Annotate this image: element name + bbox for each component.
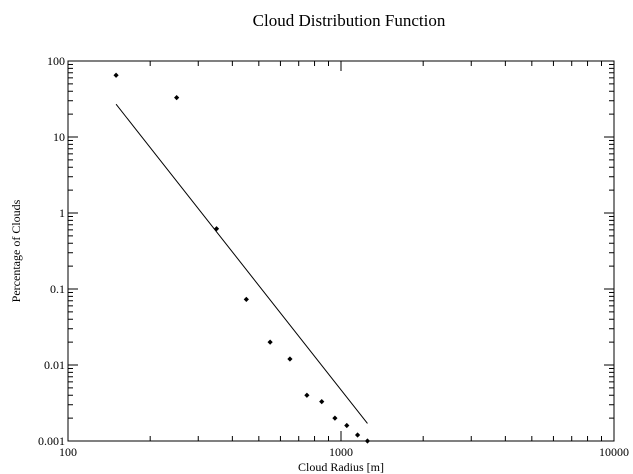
- y-tick-label: 0.001: [38, 434, 65, 448]
- data-point: [174, 94, 180, 101]
- series-layer: [113, 72, 371, 444]
- x-axis-label: Cloud Radius [m]: [298, 460, 384, 474]
- data-point: [344, 422, 350, 429]
- y-tick-labels: 0.001 0.01 0.1 1 10 100: [38, 54, 65, 448]
- plot-frame: [67, 60, 615, 442]
- y-tick-label: 0.1: [50, 282, 65, 296]
- data-point: [319, 398, 325, 405]
- data-point: [364, 438, 371, 444]
- x-tick-label: 10000: [599, 445, 629, 459]
- data-point: [287, 356, 293, 362]
- major-ticks: [67, 60, 615, 442]
- y-axis-label: Percentage of Clouds: [9, 199, 23, 302]
- chart-title: Cloud Distribution Function: [253, 11, 446, 30]
- y-tick-label: 10: [53, 130, 65, 144]
- y-tick-label: 1: [59, 206, 65, 220]
- data-point: [267, 339, 273, 345]
- x-tick-label: 100: [59, 445, 77, 459]
- data-point: [332, 415, 338, 421]
- x-tick-labels: 100 1000 10000: [59, 445, 629, 459]
- minor-ticks: [68, 61, 614, 441]
- data-point: [304, 392, 310, 398]
- data-point: [113, 72, 119, 78]
- data-point: [243, 296, 249, 302]
- y-tick-label: 0.01: [44, 358, 65, 372]
- fit-line: [115, 103, 368, 424]
- data-point: [354, 432, 361, 438]
- y-tick-label: 100: [47, 54, 65, 68]
- x-tick-label: 1000: [329, 445, 353, 459]
